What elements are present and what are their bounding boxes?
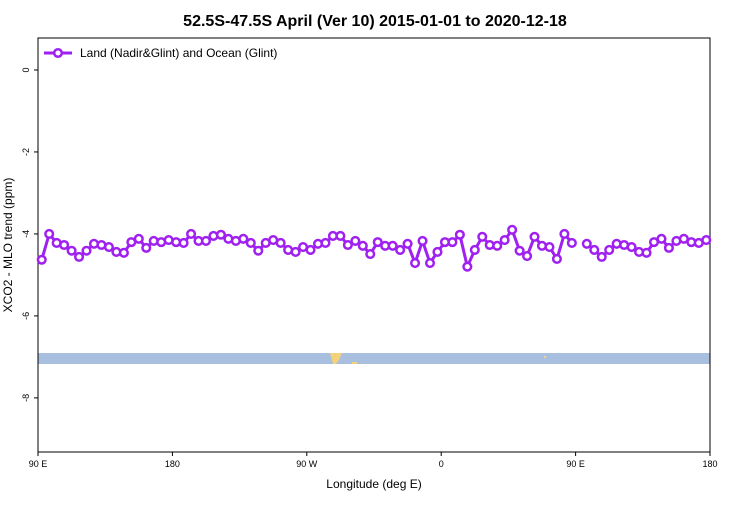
data-point — [447, 237, 458, 248]
data-point — [81, 245, 92, 256]
x-tick-label: 180 — [165, 459, 180, 469]
data-point — [59, 239, 70, 251]
data-point — [641, 247, 652, 258]
ocean-band — [38, 353, 710, 364]
data-point — [432, 246, 443, 258]
x-tick-label: 90 W — [296, 459, 318, 469]
land-patch — [330, 353, 342, 364]
data-point — [462, 261, 473, 272]
data-point — [596, 251, 607, 262]
land-patch — [544, 356, 546, 358]
data-point — [395, 244, 406, 255]
x-axis-label: Longitude (deg E) — [326, 477, 421, 491]
data-point — [365, 248, 376, 260]
data-point — [417, 235, 428, 246]
y-tick-label: -2 — [21, 148, 31, 156]
data-point — [701, 235, 712, 246]
y-tick-label: -4 — [21, 230, 31, 238]
data-point — [454, 229, 465, 240]
y-tick-label: -6 — [21, 312, 31, 320]
data-point — [581, 238, 592, 249]
data-point — [656, 233, 667, 244]
data-point — [663, 242, 674, 253]
plot-frame — [37, 37, 711, 453]
data-point — [626, 241, 637, 253]
data-point — [74, 251, 85, 262]
chart-title: 52.5S-47.5S April (Ver 10) 2015-01-01 to… — [183, 13, 567, 30]
data-point — [320, 237, 331, 249]
x-tick-label: 90 E — [566, 459, 585, 469]
data-point — [492, 240, 503, 251]
data-point — [514, 245, 525, 256]
data-point — [507, 224, 518, 235]
data-point — [141, 242, 152, 253]
data-point — [544, 241, 555, 253]
data-point — [522, 251, 533, 262]
y-axis-label: XCO2 - MLO trend (ppm) — [1, 178, 15, 313]
data-point — [477, 231, 488, 242]
data-point — [275, 237, 286, 249]
data-point — [469, 244, 480, 255]
data-point — [357, 240, 368, 251]
data-point — [589, 244, 600, 255]
data-point — [178, 237, 189, 249]
data-point — [372, 237, 383, 248]
data-point — [245, 237, 256, 249]
data-point — [290, 246, 301, 258]
data-point — [118, 247, 129, 258]
land-patch — [352, 362, 357, 364]
data-point — [103, 241, 114, 253]
data-point — [350, 235, 361, 246]
data-point — [66, 245, 77, 256]
data-point — [36, 254, 47, 265]
data-point — [215, 229, 226, 240]
legend-label: Land (Nadir&Glint) and Ocean (Glint) — [80, 46, 277, 60]
x-tick-label: 180 — [702, 459, 717, 469]
y-tick-label: 0 — [21, 67, 31, 72]
data-point — [551, 253, 562, 264]
data-point — [342, 239, 353, 251]
data-point — [424, 257, 436, 269]
data-point — [200, 235, 212, 246]
data-point — [402, 238, 413, 249]
data-point — [44, 228, 55, 239]
data-point — [566, 237, 577, 249]
data-point — [529, 231, 540, 242]
data-point — [410, 257, 421, 269]
data-point — [305, 244, 316, 255]
data-point — [253, 245, 264, 256]
legend-marker — [52, 47, 64, 59]
x-tick-label: 90 E — [29, 459, 48, 469]
data-point — [604, 244, 615, 255]
data-point — [387, 240, 398, 251]
data-point — [186, 228, 197, 239]
data-point — [335, 230, 346, 242]
data-point — [499, 235, 510, 246]
y-tick-label: -8 — [21, 394, 31, 402]
data-point — [559, 228, 570, 239]
x-tick-label: 0 — [439, 459, 444, 469]
data-point — [133, 233, 144, 244]
data-point — [238, 233, 249, 244]
